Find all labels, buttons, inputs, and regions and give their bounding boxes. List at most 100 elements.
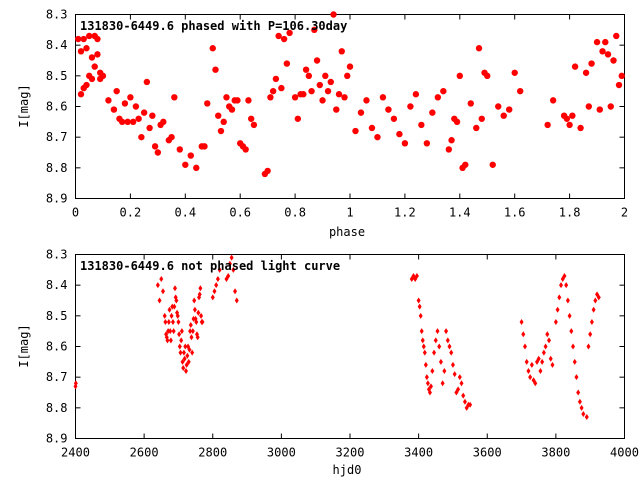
data-point	[187, 152, 194, 159]
data-point	[519, 318, 524, 325]
data-point	[352, 127, 359, 135]
data-point	[159, 276, 164, 283]
x-tick-label: 0.6	[229, 206, 251, 220]
data-point	[440, 380, 445, 387]
data-point	[247, 115, 255, 122]
data-point	[440, 87, 447, 95]
data-point	[521, 331, 526, 338]
data-point	[182, 355, 187, 362]
x-tick-label: 0.4	[174, 206, 196, 220]
y-tick-label: 8.6	[46, 340, 68, 354]
y-tick-label: 8.4	[46, 278, 68, 292]
data-point	[275, 32, 282, 40]
data-point	[171, 328, 176, 335]
data-point	[468, 401, 473, 408]
data-point	[171, 94, 178, 101]
x-tick-label: 3800	[541, 446, 570, 460]
data-point	[357, 109, 365, 116]
data-point	[231, 266, 236, 273]
data-point	[170, 303, 175, 310]
y-tick-label: 8.3	[46, 248, 68, 262]
data-point	[305, 72, 313, 80]
data-point	[179, 337, 184, 344]
data-point	[489, 161, 496, 168]
data-point	[229, 254, 234, 261]
data-point	[421, 343, 426, 350]
data-point	[419, 328, 424, 335]
data-point	[374, 133, 381, 141]
data-point	[593, 297, 598, 304]
data-point	[209, 45, 216, 52]
data-point	[86, 32, 93, 40]
data-point	[585, 103, 593, 110]
x-tick-label: 0.2	[120, 206, 142, 220]
data-point	[110, 106, 118, 113]
data-point	[212, 288, 217, 295]
data-point	[555, 306, 560, 313]
data-point	[175, 312, 180, 319]
data-point	[385, 106, 392, 113]
data-point	[475, 45, 483, 52]
data-point	[80, 84, 87, 92]
data-point	[584, 414, 589, 421]
data-point	[363, 97, 370, 104]
data-point	[330, 11, 337, 18]
data-point	[473, 124, 480, 132]
data-point	[170, 318, 175, 325]
data-point	[588, 60, 595, 67]
data-point	[610, 57, 617, 64]
data-point	[437, 343, 442, 350]
data-point	[143, 78, 151, 86]
data-point	[302, 66, 310, 73]
data-point	[604, 51, 612, 58]
data-point	[547, 337, 552, 344]
data-point	[615, 81, 623, 89]
data-point	[155, 282, 160, 289]
y-tick-label: 8.7	[46, 370, 68, 384]
data-point	[401, 140, 409, 147]
x-tick-label: 2800	[198, 446, 227, 460]
data-point	[613, 32, 620, 40]
data-point	[557, 294, 562, 301]
data-point	[192, 306, 197, 313]
data-point	[178, 349, 183, 356]
data-point	[581, 410, 586, 417]
data-point	[294, 115, 302, 122]
data-point	[86, 72, 93, 80]
data-point	[129, 118, 137, 126]
x-tick-label: 3400	[404, 446, 433, 460]
data-point	[418, 121, 425, 129]
data-point	[428, 383, 433, 390]
data-point	[226, 272, 231, 279]
data-point	[567, 312, 572, 319]
data-point	[586, 343, 591, 350]
y-tick-label: 8.9	[46, 432, 68, 446]
plot-frame	[75, 14, 625, 199]
data-point	[291, 94, 299, 101]
data-point	[322, 72, 329, 80]
data-point	[544, 121, 551, 129]
data-point	[283, 60, 291, 67]
data-point	[311, 26, 318, 34]
x-axis-label: hjd0	[333, 463, 362, 477]
data-point	[127, 94, 134, 101]
data-point	[435, 328, 440, 335]
data-point	[166, 328, 171, 335]
data-point	[201, 143, 208, 150]
data-point	[91, 63, 98, 70]
data-point	[146, 124, 153, 132]
data-point	[181, 349, 186, 356]
data-point	[448, 137, 455, 144]
data-point	[176, 318, 181, 325]
data-point	[217, 266, 222, 273]
data-point	[457, 374, 462, 381]
data-point	[432, 349, 437, 356]
y-axis-label: I[mag]	[17, 84, 31, 127]
data-point	[267, 94, 274, 101]
data-point	[77, 48, 85, 55]
data-point	[324, 87, 332, 95]
data-point	[416, 297, 421, 304]
data-point	[516, 87, 524, 95]
data-point	[553, 318, 558, 325]
y-tick-label: 8.4	[46, 38, 68, 52]
